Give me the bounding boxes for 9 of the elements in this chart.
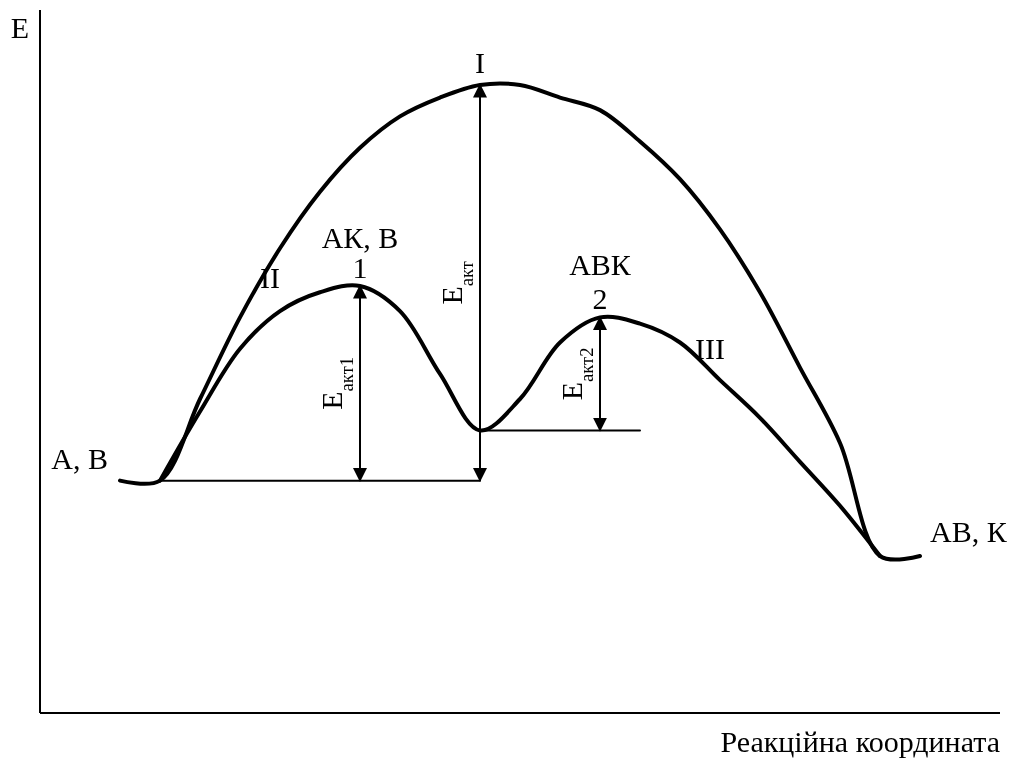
series-label: I <box>475 46 485 79</box>
annotation: АК, В <box>321 220 399 254</box>
annotation: А, В <box>51 441 108 475</box>
x-axis-title: Реакційна координата <box>720 725 1000 758</box>
annotation: III <box>695 332 725 366</box>
y-axis-title: Е <box>10 11 30 44</box>
annotation: АВК <box>569 248 632 282</box>
annotation: 2 <box>592 282 608 316</box>
annotation: АВ, К <box>930 515 1008 548</box>
